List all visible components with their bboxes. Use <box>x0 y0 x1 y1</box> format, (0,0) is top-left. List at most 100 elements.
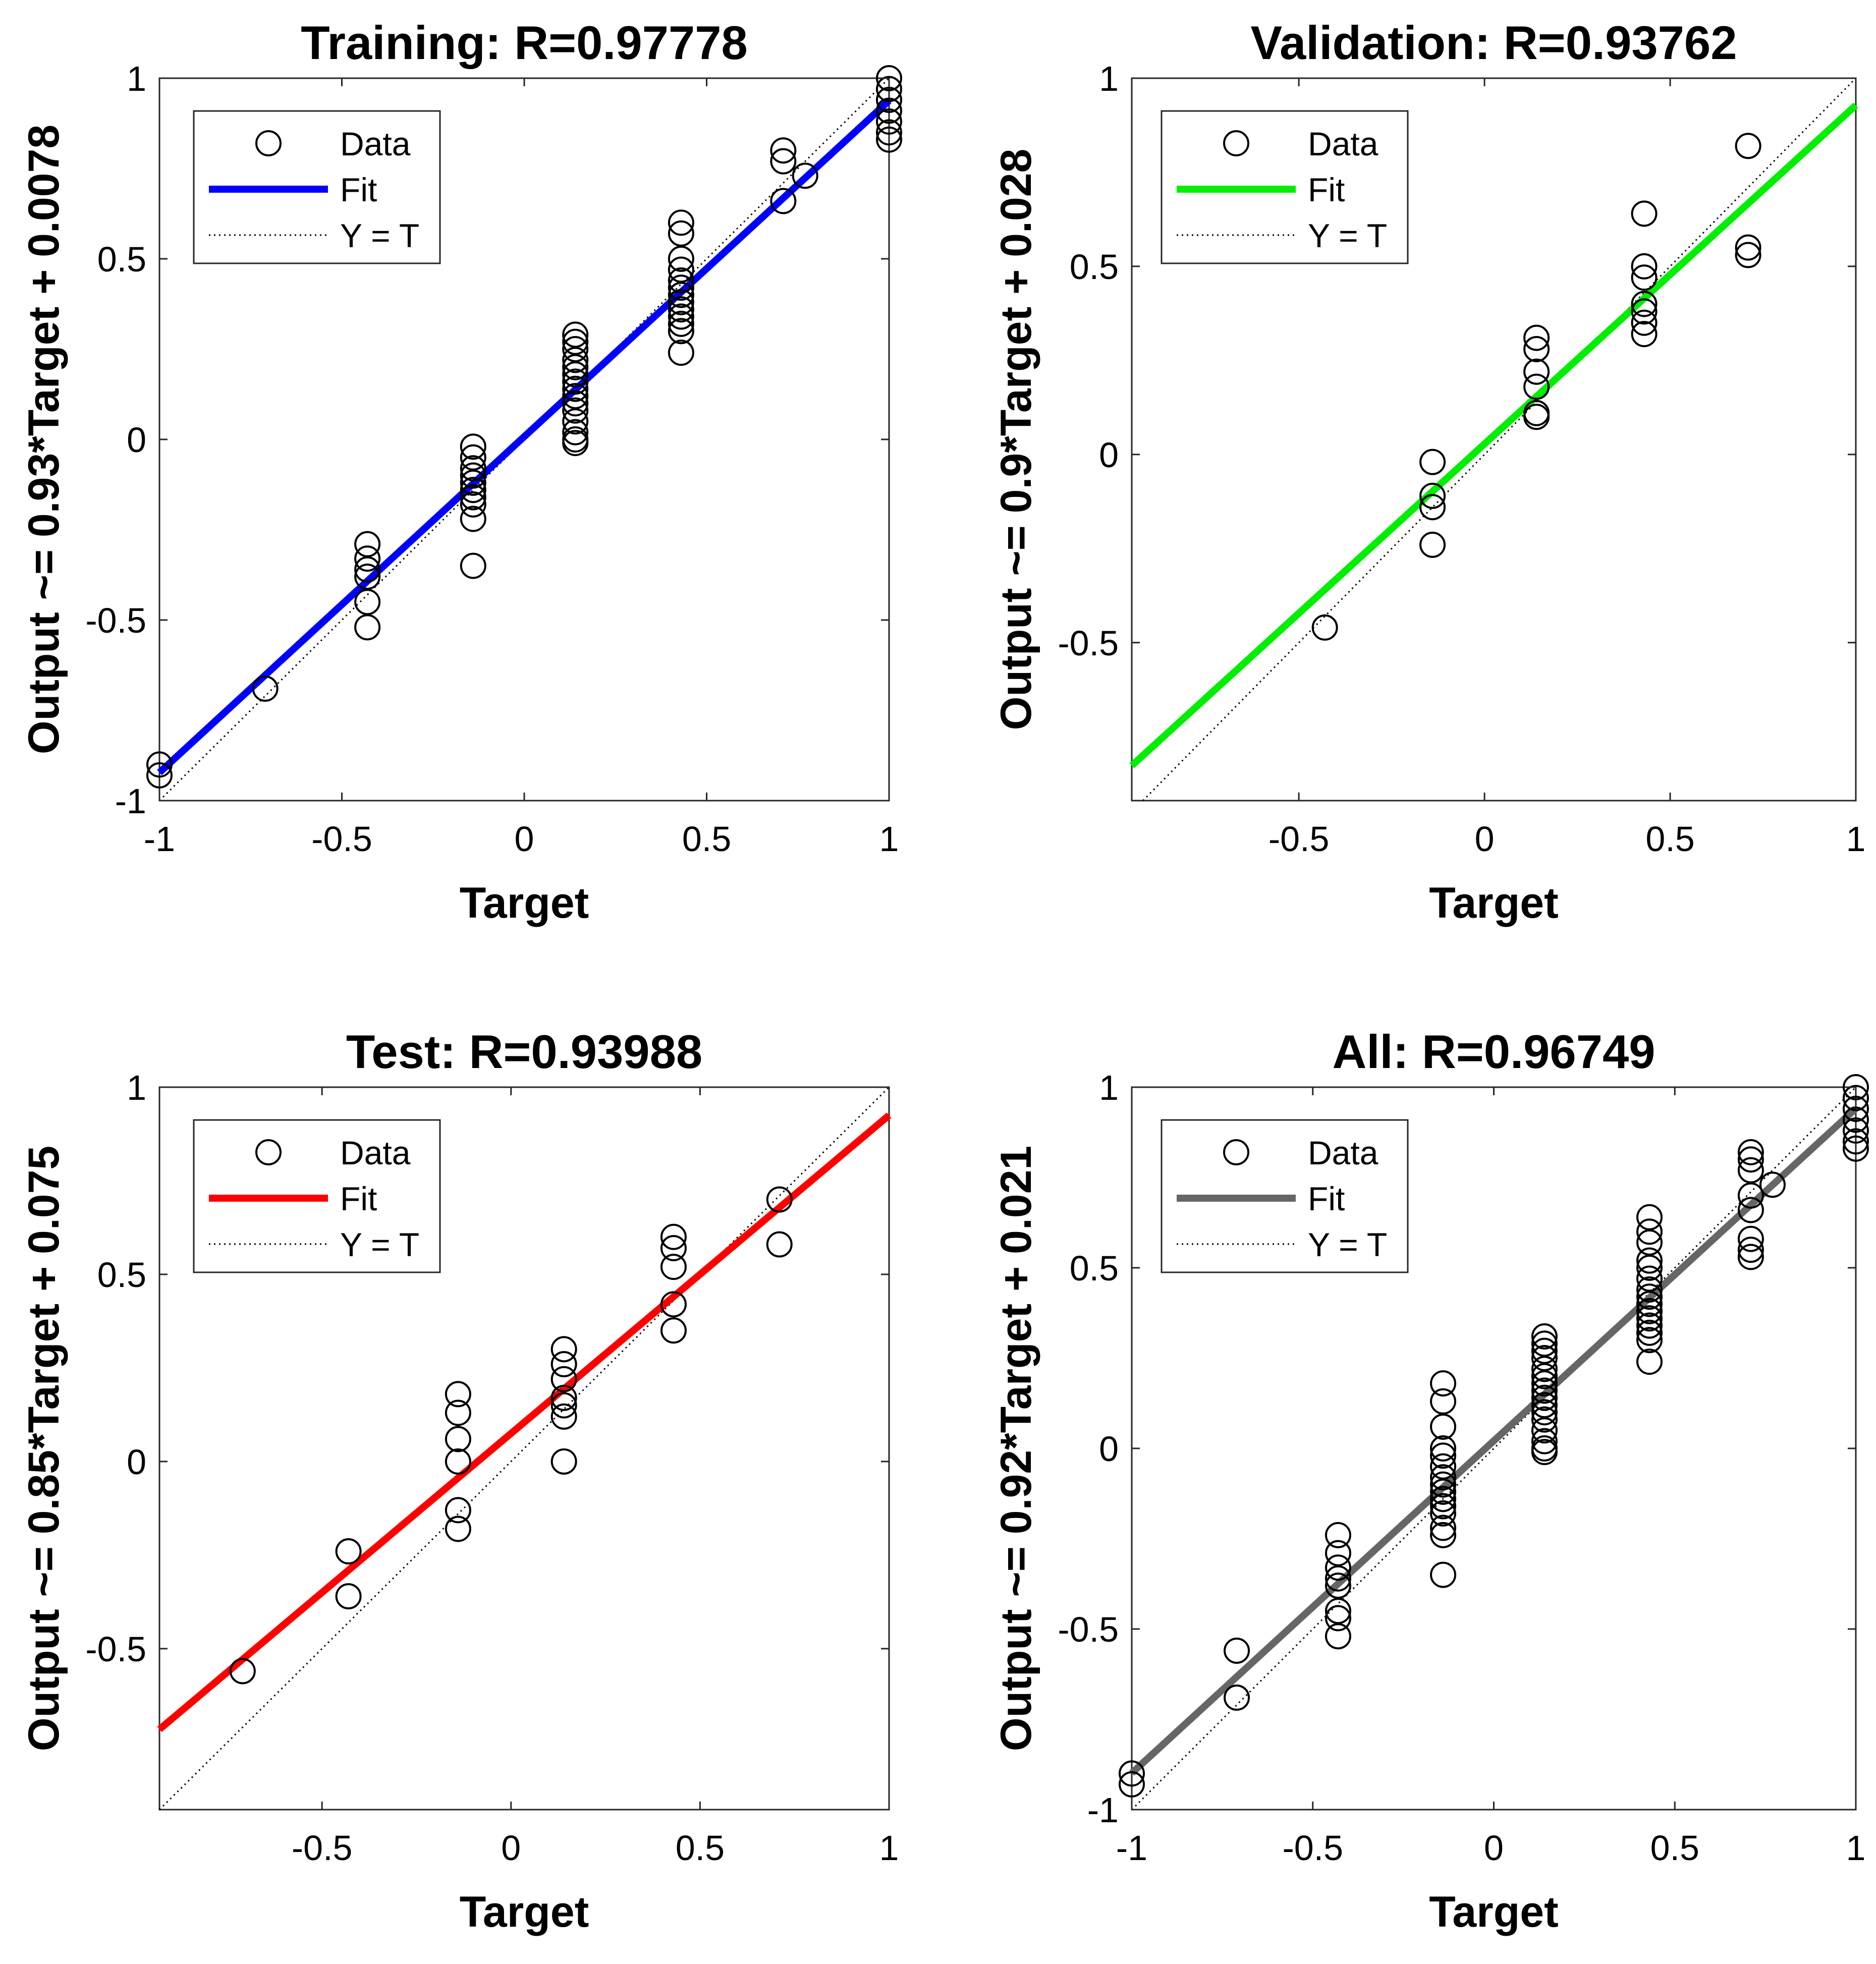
test-y-tick-label: 0 <box>127 1442 146 1482</box>
all-legend: Data Fit Y = T <box>1161 1119 1409 1273</box>
validation-data-point <box>1311 614 1338 641</box>
training-y-tick-label: -1 <box>115 781 146 821</box>
test-data-point <box>550 1336 577 1363</box>
all-data-point <box>1636 1276 1663 1303</box>
all-data-point <box>1636 1255 1663 1281</box>
validation-data-point <box>1523 324 1550 351</box>
training-y-tick-label: -0.5 <box>85 601 146 640</box>
all-data-point <box>1325 1565 1351 1592</box>
test-legend-data-marker <box>255 1139 282 1165</box>
all-data-point <box>1636 1327 1663 1354</box>
validation-x-tick-label: 1 <box>1846 819 1866 859</box>
training-data-point <box>146 751 173 778</box>
all-data-point <box>1636 1218 1663 1245</box>
all-data-point <box>1430 1561 1457 1588</box>
training-data-point <box>876 65 902 91</box>
training-data-point <box>876 108 902 135</box>
training-data-point <box>562 368 589 395</box>
all-data-point <box>1531 1356 1558 1382</box>
all-data-point <box>1119 1771 1145 1798</box>
validation-data-point <box>1419 531 1446 558</box>
test-legend: Data Fit Y = T <box>193 1119 441 1273</box>
test-data-point <box>550 1351 577 1378</box>
test-data-point <box>445 1426 471 1452</box>
validation-data-point <box>1631 253 1658 279</box>
training-data-point <box>562 361 589 388</box>
all-x-axis-label: Target <box>1429 1888 1558 1936</box>
test-x-axis-label: Target <box>460 1888 589 1936</box>
all-data-point <box>1737 1146 1764 1173</box>
training-data-point <box>354 531 381 557</box>
test-data-point <box>445 1399 471 1426</box>
training-data-point <box>460 552 486 579</box>
test-data-point <box>335 1538 362 1565</box>
test-data-point <box>445 1448 471 1475</box>
validation-data-point <box>1631 309 1658 336</box>
all-data-point <box>1119 1760 1145 1787</box>
all-x-tick-label: 0 <box>1484 1828 1504 1868</box>
all-y-tick-label: 0 <box>1099 1429 1119 1469</box>
test-x-tick-label: 0 <box>501 1828 521 1868</box>
all-data-point <box>1843 1135 1869 1162</box>
validation-x-tick-label: 0 <box>1475 819 1495 859</box>
training-data-point <box>460 484 486 511</box>
all-data-point <box>1531 1370 1558 1397</box>
validation-data-point <box>1419 482 1446 509</box>
all-y-tick-label: 0.5 <box>1070 1249 1119 1288</box>
training-legend-data-marker <box>255 130 282 156</box>
test-data-point <box>550 1366 577 1392</box>
training-data-point <box>354 589 381 615</box>
test-y-axis-label: Output ~= 0.85*Target + 0.075 <box>20 1146 68 1752</box>
all-data-point <box>1737 1139 1764 1165</box>
training-data-point <box>876 76 902 102</box>
training-data-point <box>668 256 694 283</box>
all-data-point <box>1430 1493 1457 1520</box>
all-data-point <box>1759 1171 1786 1198</box>
all-y-tick-label: -0.5 <box>1058 1610 1119 1649</box>
validation-data-point <box>1735 242 1761 268</box>
all-data-point <box>1430 1442 1457 1469</box>
training-data-point <box>668 340 694 366</box>
training-data-point <box>668 267 694 294</box>
training-data-point <box>668 274 694 301</box>
all-y-axis-label: Output ~= 0.92*Target + 0.021 <box>992 1146 1040 1752</box>
all-data-point <box>1325 1623 1351 1650</box>
training-data-point <box>460 491 486 518</box>
all-data-point <box>1737 1157 1764 1184</box>
all-data-point <box>1843 1095 1869 1122</box>
all-data-point <box>1325 1573 1351 1599</box>
training-data-point <box>668 282 694 308</box>
training-y-tick-label: 1 <box>127 59 146 98</box>
training-data-point <box>252 676 279 702</box>
all-data-point <box>1531 1428 1558 1454</box>
training-legend-identity-label: Y = T <box>340 217 419 254</box>
training-data-point <box>876 86 902 113</box>
training-y-axis-label: Output ~= 0.93*Target + 0.0078 <box>20 125 68 754</box>
all-data-point <box>1430 1514 1457 1541</box>
test-data-point <box>550 1384 577 1411</box>
all-data-point <box>1430 1370 1457 1397</box>
training-data-point <box>562 354 589 380</box>
validation-x-axis-label: Target <box>1429 879 1558 927</box>
all-data-point <box>1325 1605 1351 1632</box>
test-data-point <box>660 1235 687 1262</box>
training-data-point <box>354 545 381 572</box>
training-y-tick-label: 0 <box>127 420 146 460</box>
test-legend-identity-label: Y = T <box>340 1226 419 1263</box>
training-data-point <box>876 126 902 153</box>
test-fit-line <box>157 1112 892 1732</box>
training-data-point <box>562 375 589 402</box>
all-data-point <box>1430 1414 1457 1440</box>
all-data-point <box>1737 1237 1764 1263</box>
validation-data-point <box>1631 200 1658 227</box>
training-data-point <box>460 433 486 460</box>
all-data-point <box>1843 1074 1869 1100</box>
training-data-point <box>354 564 381 590</box>
all-data-point <box>1430 1478 1457 1505</box>
all-data-point <box>1531 1439 1558 1466</box>
validation-data-point <box>1523 336 1550 362</box>
validation-y-tick-label: 1 <box>1099 59 1119 98</box>
test-data-point <box>550 1448 577 1475</box>
test-data-point <box>335 1583 362 1610</box>
test-data-point <box>550 1392 577 1419</box>
